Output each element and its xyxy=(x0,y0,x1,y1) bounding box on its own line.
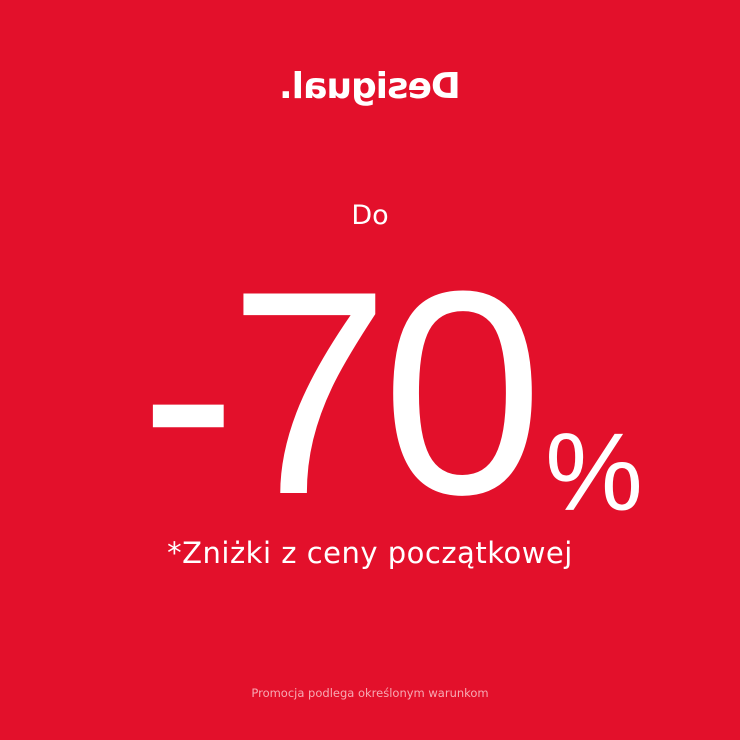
desigual-logo: Desigual. xyxy=(0,66,740,107)
percent-sign: % xyxy=(545,411,643,534)
logo-text: Desigual. xyxy=(279,66,461,107)
promo-prefix: Do xyxy=(351,200,389,231)
promo-footnote: Promocja podlega określonym warunkom xyxy=(251,686,489,700)
discount-number: -70 xyxy=(140,231,543,555)
promo-subtitle: *Zniżki z ceny początkowej xyxy=(167,536,573,570)
discount-value: -70 % xyxy=(140,231,643,555)
